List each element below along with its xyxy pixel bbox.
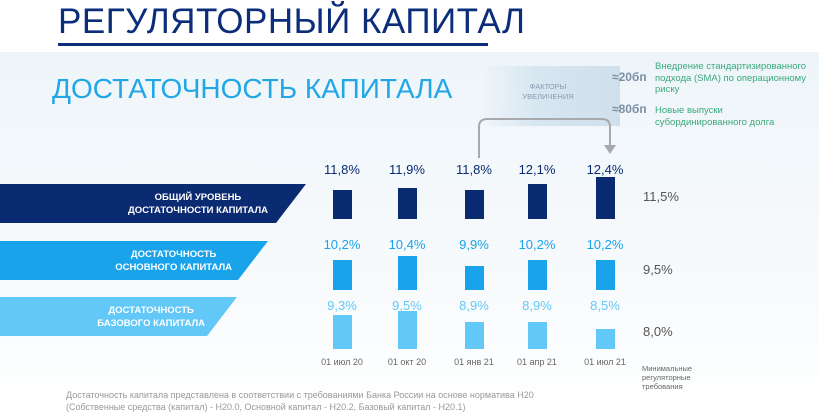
value-label-s0-3: 12,1% xyxy=(518,162,556,177)
page-title: РЕГУЛЯТОРНЫЙ КАПИТАЛ xyxy=(58,2,526,41)
value-label-s2-4: 8,5% xyxy=(590,298,620,313)
bar-s1-4 xyxy=(596,260,615,290)
bar-s2-0 xyxy=(333,315,352,349)
value-label-s0-1: 11,9% xyxy=(389,162,425,177)
category-label-3: 01 апр 21 xyxy=(517,357,557,367)
value-label-s0-0: 11,8% xyxy=(324,162,360,177)
value-label-s0-4: 12,4% xyxy=(586,162,624,177)
bar-s0-0 xyxy=(333,190,352,219)
category-label-1: 01 окт 20 xyxy=(387,357,427,367)
factor-description-sma: Внедрение стандартизированного подхода (… xyxy=(655,61,807,95)
series-label-total: ОБЩИЙ УРОВЕНЬ ДОСТАТОЧНОСТИ КАПИТАЛА xyxy=(0,184,306,223)
minimum-tier1: 9,5% xyxy=(643,262,673,277)
category-label-0: 01 июл 20 xyxy=(321,357,363,367)
bar-s1-3 xyxy=(528,260,547,290)
bar-s2-1 xyxy=(398,311,417,349)
value-label-s2-0: 9,3% xyxy=(327,298,357,313)
factor-description-subdebt: Новые выпуски субординированного долга xyxy=(655,105,775,128)
factor-value-sma: ≈20бп xyxy=(612,70,647,84)
highlight-arrow-path xyxy=(478,118,611,158)
bar-s2-3 xyxy=(528,322,547,349)
title-underline xyxy=(58,43,488,46)
bar-s2-2 xyxy=(465,322,484,349)
series-label-cet1: ДОСТАТОЧНОСТЬ БАЗОВОГО КАПИТАЛА xyxy=(0,297,237,336)
bar-s2-4 xyxy=(596,329,615,349)
category-label-2: 01 янв 21 xyxy=(454,357,494,367)
bar-s0-3 xyxy=(528,184,547,219)
value-label-s2-1: 9,5% xyxy=(392,298,422,313)
content-panel xyxy=(0,52,819,417)
factors-label: ФАКТОРЫ УВЕЛИЧЕНИЯ xyxy=(522,82,574,101)
factors-banner xyxy=(480,66,620,126)
minimum-requirements-caption: Минимальные регуляторные требования xyxy=(642,364,693,391)
bar-s0-2 xyxy=(465,190,484,219)
value-label-s1-2: 9,9% xyxy=(459,237,489,252)
series-label-tier1: ДОСТАТОЧНОСТЬ ОСНОВНОГО КАПИТАЛА xyxy=(0,241,268,280)
highlight-arrow-head xyxy=(604,145,616,154)
value-label-s2-3: 8,9% xyxy=(522,298,552,313)
category-label-4: 01 июл 21 xyxy=(584,357,626,367)
minimum-total: 11,5% xyxy=(643,189,679,204)
bar-s1-1 xyxy=(398,256,417,290)
section-title: ДОСТАТОЧНОСТЬ КАПИТАЛА xyxy=(52,73,453,104)
value-label-s2-2: 8,9% xyxy=(459,298,489,313)
bar-s0-1 xyxy=(398,188,417,219)
value-label-s1-3: 10,2% xyxy=(518,237,556,252)
value-label-s0-2: 11,8% xyxy=(456,162,492,177)
value-label-s1-0: 10,2% xyxy=(323,237,361,252)
bar-s1-2 xyxy=(465,266,484,290)
footnote: Достаточность капитала представлена в со… xyxy=(66,390,534,412)
minimum-cet1: 8,0% xyxy=(643,324,673,339)
value-label-s1-4: 10,2% xyxy=(586,237,624,252)
bar-s0-4 xyxy=(596,177,615,219)
factor-value-subdebt: ≈80бп xyxy=(612,102,647,116)
value-label-s1-1: 10,4% xyxy=(388,237,426,252)
bar-s1-0 xyxy=(333,260,352,290)
